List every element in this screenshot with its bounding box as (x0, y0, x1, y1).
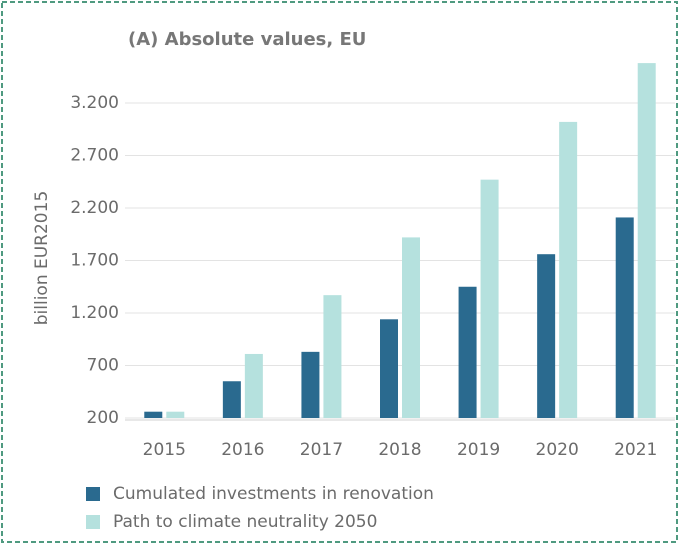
y-tick-label: 1.700 (70, 251, 119, 271)
legend-label: Cumulated investments in renovation (113, 484, 434, 504)
y-axis-label: billion EUR2015 (32, 191, 52, 326)
legend-swatch (86, 487, 100, 501)
legend-swatch (86, 515, 100, 529)
bar (537, 254, 556, 418)
bar (166, 411, 185, 418)
bar (323, 295, 342, 418)
bar (301, 351, 320, 418)
y-tick-label: 200 (87, 408, 119, 428)
y-tick-label: 1.200 (70, 303, 119, 323)
legend-label: Path to climate neutrality 2050 (113, 512, 377, 532)
bar (380, 319, 398, 418)
bar (144, 411, 163, 418)
bar (615, 217, 634, 418)
y-tick-label: 700 (87, 356, 119, 376)
y-tick-label: 2.200 (70, 198, 119, 218)
x-tick-label: 2021 (614, 440, 657, 460)
x-tick-label: 2015 (143, 440, 186, 460)
bar (222, 381, 241, 418)
bar (480, 179, 499, 418)
x-tick-label: 2016 (221, 440, 264, 460)
y-tick-label: 2.700 (70, 146, 119, 166)
x-tick-label: 2017 (300, 440, 343, 460)
bar (637, 63, 656, 418)
x-tick-label: 2019 (457, 440, 500, 460)
chart-title: (A) Absolute values, EU (128, 29, 366, 50)
bar (458, 286, 477, 418)
x-tick-label: 2018 (378, 440, 421, 460)
bar (244, 353, 263, 418)
x-tick-label: 2020 (536, 440, 579, 460)
y-tick-label: 3.200 (70, 93, 119, 113)
bar (559, 121, 578, 419)
bar (402, 237, 420, 418)
